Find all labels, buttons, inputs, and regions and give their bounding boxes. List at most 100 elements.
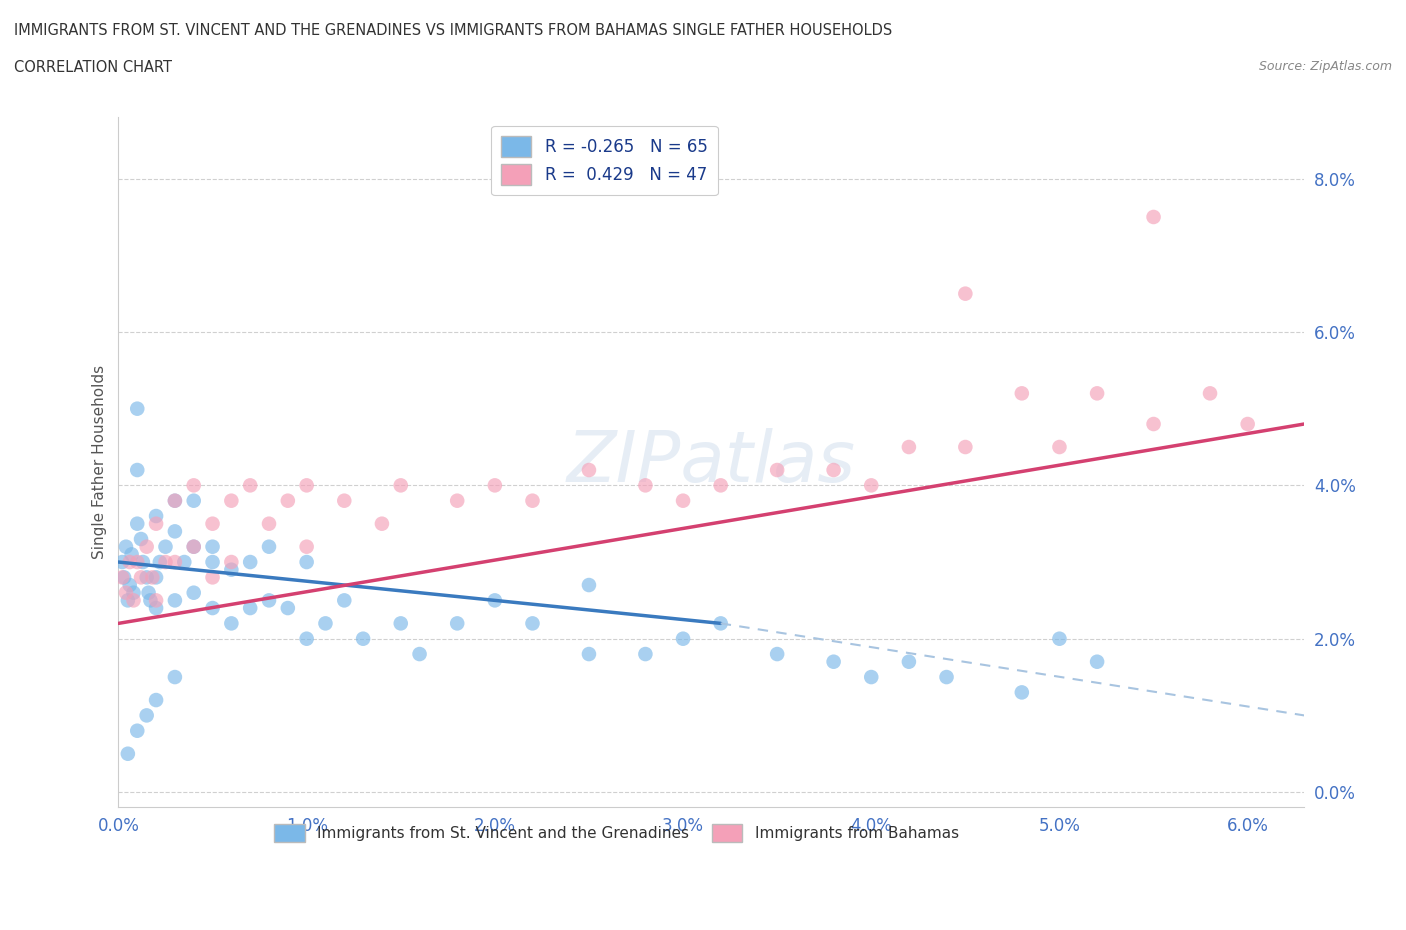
Point bbox=[295, 478, 318, 493]
Point bbox=[1011, 685, 1033, 700]
Point bbox=[766, 462, 789, 477]
Point bbox=[145, 516, 167, 531]
Point bbox=[710, 616, 733, 631]
Point bbox=[1142, 417, 1164, 432]
Point bbox=[121, 547, 143, 562]
Text: ZIPatlas: ZIPatlas bbox=[567, 428, 856, 497]
Point bbox=[129, 532, 152, 547]
Point bbox=[295, 631, 318, 646]
Point bbox=[127, 516, 149, 531]
Point bbox=[183, 478, 205, 493]
Point bbox=[823, 462, 845, 477]
Point bbox=[115, 585, 138, 600]
Point bbox=[578, 578, 600, 592]
Point bbox=[163, 554, 186, 569]
Point bbox=[239, 601, 262, 616]
Point bbox=[145, 570, 167, 585]
Point bbox=[634, 478, 657, 493]
Point bbox=[897, 440, 920, 455]
Point bbox=[221, 616, 243, 631]
Point bbox=[408, 646, 430, 661]
Point bbox=[672, 493, 695, 508]
Point bbox=[111, 570, 134, 585]
Point bbox=[484, 478, 506, 493]
Point bbox=[823, 655, 845, 670]
Text: IMMIGRANTS FROM ST. VINCENT AND THE GRENADINES VS IMMIGRANTS FROM BAHAMAS SINGLE: IMMIGRANTS FROM ST. VINCENT AND THE GREN… bbox=[14, 23, 893, 38]
Point bbox=[117, 746, 139, 761]
Point bbox=[163, 493, 186, 508]
Point bbox=[149, 554, 172, 569]
Point bbox=[446, 493, 468, 508]
Point bbox=[127, 554, 149, 569]
Point bbox=[672, 631, 695, 646]
Point bbox=[127, 462, 149, 477]
Legend: Immigrants from St. Vincent and the Grenadines, Immigrants from Bahamas: Immigrants from St. Vincent and the Gren… bbox=[269, 818, 965, 848]
Point bbox=[111, 554, 134, 569]
Point bbox=[183, 539, 205, 554]
Point bbox=[118, 578, 141, 592]
Point bbox=[145, 601, 167, 616]
Point bbox=[1049, 440, 1071, 455]
Point bbox=[201, 539, 224, 554]
Point bbox=[860, 670, 883, 684]
Point bbox=[1142, 209, 1164, 224]
Point bbox=[295, 539, 318, 554]
Point bbox=[1199, 386, 1222, 401]
Point bbox=[163, 524, 186, 538]
Point bbox=[122, 593, 145, 608]
Point bbox=[897, 655, 920, 670]
Point bbox=[155, 554, 177, 569]
Point bbox=[201, 554, 224, 569]
Point bbox=[139, 593, 162, 608]
Point bbox=[1236, 417, 1258, 432]
Point bbox=[257, 516, 280, 531]
Point bbox=[145, 509, 167, 524]
Point bbox=[118, 554, 141, 569]
Point bbox=[115, 539, 138, 554]
Point bbox=[860, 478, 883, 493]
Point bbox=[129, 570, 152, 585]
Point bbox=[484, 593, 506, 608]
Point bbox=[201, 570, 224, 585]
Point bbox=[1085, 655, 1108, 670]
Point bbox=[333, 593, 356, 608]
Point bbox=[522, 616, 544, 631]
Point bbox=[112, 570, 135, 585]
Point bbox=[163, 670, 186, 684]
Point bbox=[389, 478, 412, 493]
Point bbox=[935, 670, 957, 684]
Text: CORRELATION CHART: CORRELATION CHART bbox=[14, 60, 172, 75]
Point bbox=[117, 593, 139, 608]
Point bbox=[522, 493, 544, 508]
Point bbox=[578, 462, 600, 477]
Point bbox=[221, 563, 243, 578]
Point bbox=[183, 539, 205, 554]
Point bbox=[135, 539, 157, 554]
Point bbox=[201, 601, 224, 616]
Point bbox=[221, 554, 243, 569]
Point bbox=[277, 493, 299, 508]
Point bbox=[135, 708, 157, 723]
Point bbox=[183, 493, 205, 508]
Point bbox=[201, 516, 224, 531]
Point bbox=[163, 593, 186, 608]
Point bbox=[135, 570, 157, 585]
Point bbox=[122, 585, 145, 600]
Point bbox=[138, 585, 160, 600]
Point bbox=[155, 539, 177, 554]
Point bbox=[141, 570, 163, 585]
Text: Source: ZipAtlas.com: Source: ZipAtlas.com bbox=[1258, 60, 1392, 73]
Point bbox=[239, 478, 262, 493]
Point bbox=[257, 593, 280, 608]
Point bbox=[710, 478, 733, 493]
Point bbox=[173, 554, 195, 569]
Point bbox=[295, 554, 318, 569]
Point bbox=[127, 724, 149, 738]
Point bbox=[1085, 386, 1108, 401]
Point bbox=[221, 493, 243, 508]
Point bbox=[132, 554, 155, 569]
Point bbox=[371, 516, 394, 531]
Point bbox=[578, 646, 600, 661]
Point bbox=[1049, 631, 1071, 646]
Point bbox=[333, 493, 356, 508]
